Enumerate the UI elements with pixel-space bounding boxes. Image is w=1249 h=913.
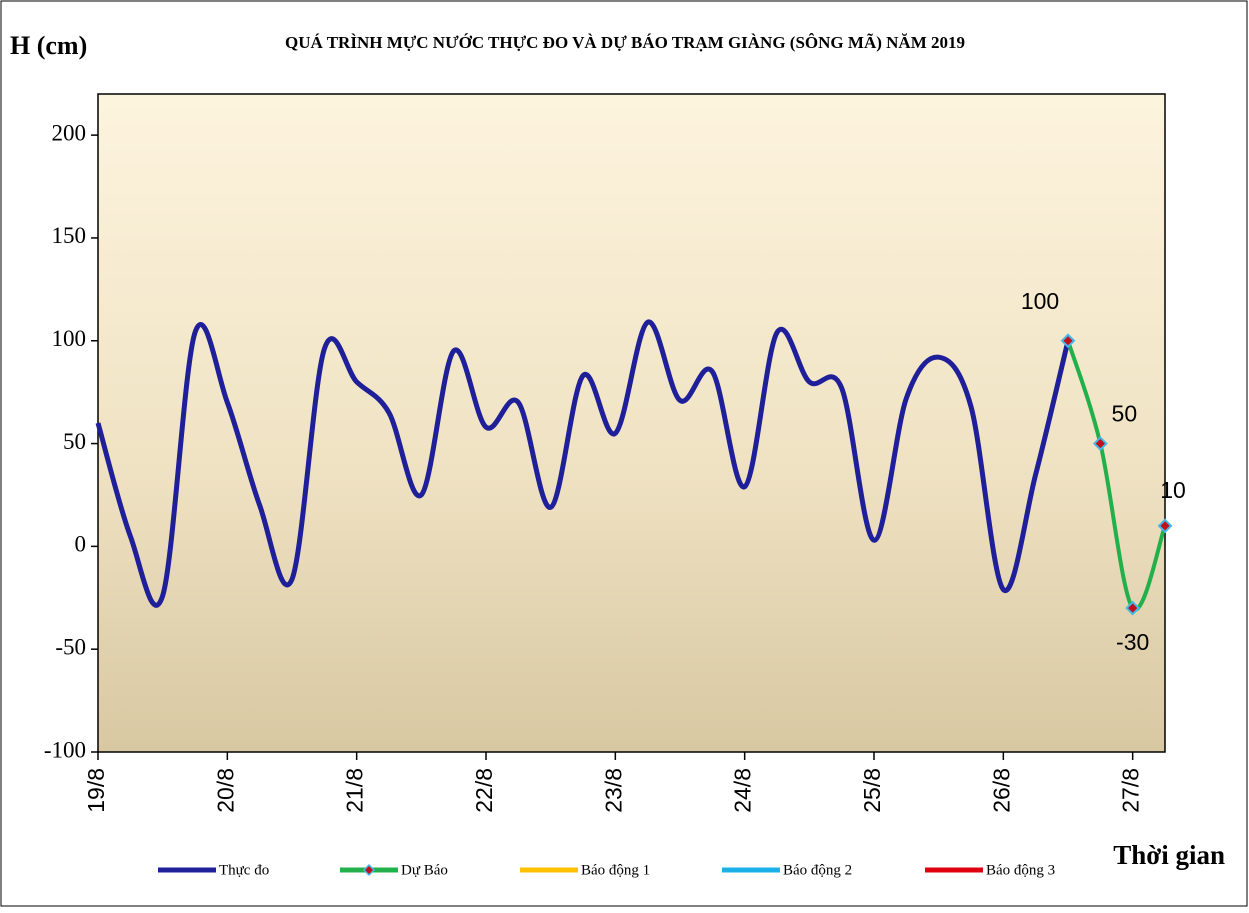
data-label: 50	[1112, 401, 1138, 427]
data-label: -30	[1116, 629, 1149, 655]
legend-label: Báo động 2	[783, 862, 852, 878]
marker	[1157, 518, 1173, 534]
x-tick-label: 26/8	[988, 768, 1014, 813]
data-label: 100	[1021, 288, 1059, 314]
series-line	[1066, 340, 1167, 612]
legend-label: Báo động 1	[581, 862, 650, 878]
legend-marker	[362, 863, 376, 877]
plot-area	[97, 93, 1166, 753]
legend-label: Dự Báo	[401, 862, 448, 878]
x-tick-label: 20/8	[212, 768, 238, 813]
y-tick-label: 100	[52, 326, 87, 351]
legend-label: Thực đo	[219, 862, 269, 878]
marker	[1125, 600, 1141, 616]
x-tick-label: 19/8	[83, 768, 109, 813]
marker	[1060, 333, 1076, 349]
x-tick-label: 25/8	[859, 768, 885, 813]
y-tick-label: -100	[44, 737, 86, 762]
y-tick-label: 50	[63, 429, 86, 454]
y-tick-label: 200	[52, 120, 87, 145]
x-tick-label: 22/8	[471, 768, 497, 813]
data-label: 10	[1160, 477, 1186, 503]
series-line	[95, 319, 1071, 608]
chart-title: QUÁ TRÌNH MỰC NƯỚC THỰC ĐO VÀ DỰ BÁO TRẠ…	[285, 33, 965, 52]
x-tick-label: 24/8	[730, 768, 756, 813]
y-axis-label: H (cm)	[10, 31, 87, 60]
legend-label: Báo động 3	[986, 862, 1055, 878]
x-tick-label: 23/8	[600, 768, 626, 813]
y-tick-label: -50	[55, 634, 86, 659]
x-axis-label: Thời gian	[1113, 840, 1225, 870]
y-tick-label: 150	[52, 223, 87, 248]
x-tick-label: 27/8	[1118, 768, 1144, 813]
marker	[1092, 436, 1108, 451]
x-tick-label: 21/8	[342, 768, 368, 813]
y-tick-label: 0	[75, 532, 87, 557]
